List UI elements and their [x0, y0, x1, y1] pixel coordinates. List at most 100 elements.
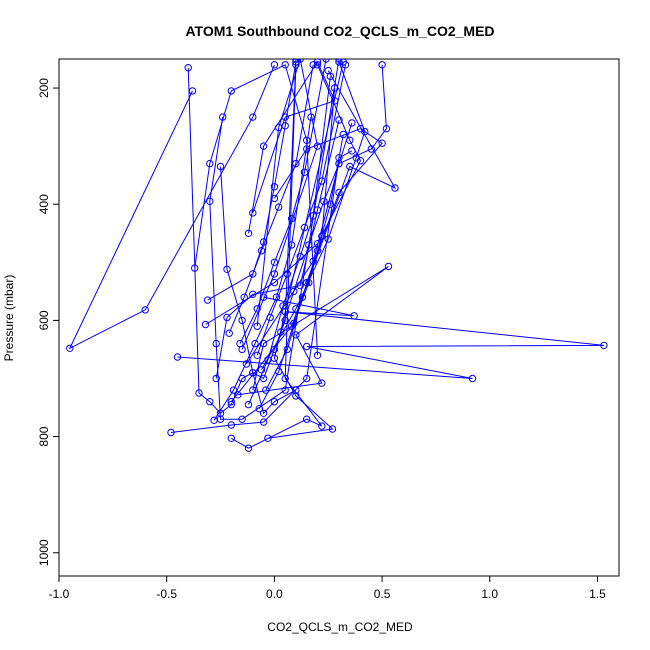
data-point: [335, 154, 343, 162]
data-point: [328, 425, 337, 433]
y-tick-label: 200: [37, 78, 51, 98]
data-point: [191, 264, 199, 272]
data-point: [234, 391, 242, 399]
data-point: [326, 200, 335, 208]
data-point: [356, 125, 365, 133]
data-point: [270, 194, 279, 203]
series-line: [187, 59, 297, 414]
data-point: [238, 316, 246, 325]
data-point: [270, 398, 279, 406]
data-point: [348, 119, 356, 127]
series-27: [262, 130, 347, 394]
series-10: [191, 61, 322, 359]
series-line: [209, 59, 340, 420]
y-axis-label: Pressure (mbar): [2, 275, 16, 362]
series-line: [230, 70, 397, 403]
data-point: [382, 125, 391, 133]
data-point: [240, 293, 248, 301]
y-tick-label: 400: [37, 194, 51, 214]
data-point: [307, 113, 315, 121]
data-point: [206, 197, 214, 206]
data-point: [66, 344, 74, 352]
series-24: [277, 119, 356, 336]
data-point: [309, 212, 317, 220]
series-line: [273, 128, 383, 283]
series-6: [227, 61, 326, 452]
data-point: [259, 418, 268, 426]
data-point: [270, 270, 279, 278]
data-point: [249, 386, 257, 394]
y-tick-label: 1000: [37, 539, 51, 566]
data-point: [264, 356, 272, 364]
data-point: [203, 296, 212, 304]
series-line: [68, 64, 275, 350]
data-point: [391, 184, 399, 192]
data-point: [277, 328, 285, 336]
data-point: [259, 409, 268, 417]
data-point: [249, 209, 257, 217]
series-line: [239, 59, 327, 344]
series-line: [256, 64, 346, 356]
series-line: [215, 119, 340, 379]
data-point: [346, 162, 354, 171]
data-point: [281, 61, 289, 69]
data-point: [249, 270, 257, 278]
data-point: [270, 354, 279, 362]
data-point: [281, 113, 289, 121]
data-point: [300, 168, 309, 177]
series-2: [66, 61, 279, 352]
data-point: [350, 312, 358, 320]
x-axis: -1.0 -0.5 0.0 0.5 1.0 1.5: [49, 575, 606, 601]
data-point: [292, 331, 300, 339]
data-point: [296, 252, 304, 261]
data-point: [184, 64, 192, 72]
data-point: [320, 197, 328, 206]
data-point: [318, 177, 326, 185]
data-point: [206, 159, 214, 168]
series-22: [244, 72, 335, 409]
data-point: [227, 398, 236, 406]
series-line: [213, 117, 312, 421]
series-line: [194, 64, 318, 356]
series-7: [264, 59, 347, 442]
data-point: [227, 434, 236, 442]
data-point: [251, 339, 259, 348]
data-point: [206, 398, 214, 406]
data-point: [309, 61, 317, 69]
data-point: [279, 302, 287, 310]
data-point: [225, 329, 233, 337]
data-point: [270, 61, 279, 69]
data-point: [283, 345, 291, 354]
data-point: [272, 293, 281, 301]
data-point: [318, 422, 326, 430]
data-point: [335, 116, 343, 124]
data-point: [229, 386, 238, 394]
data-point: [287, 215, 296, 223]
data-point: [270, 258, 279, 266]
x-tick-label: 0.5: [374, 587, 391, 601]
x-axis-label: CO2_QCLS_m_CO2_MED: [267, 620, 413, 634]
data-point: [335, 59, 343, 66]
series-line: [265, 134, 344, 391]
data-point: [326, 72, 335, 81]
chart-title: ATOM1 Southbound CO2_QCLS_m_CO2_MED: [185, 23, 494, 39]
data-point: [298, 293, 307, 301]
data-point: [223, 265, 231, 273]
series-18: [270, 125, 386, 287]
series-line: [228, 64, 314, 334]
data-point: [227, 87, 236, 95]
data-point: [249, 290, 257, 298]
data-point: [238, 415, 246, 423]
data-point: [167, 428, 175, 437]
series-line: [258, 87, 336, 409]
data-point: [210, 416, 218, 424]
series-line: [237, 265, 389, 396]
data-point: [384, 262, 393, 271]
data-point: [341, 61, 350, 69]
data-point: [195, 389, 203, 397]
data-point: [173, 353, 182, 361]
x-tick-label: 1.5: [589, 587, 606, 601]
data-point: [255, 405, 263, 413]
data-point: [303, 342, 311, 351]
